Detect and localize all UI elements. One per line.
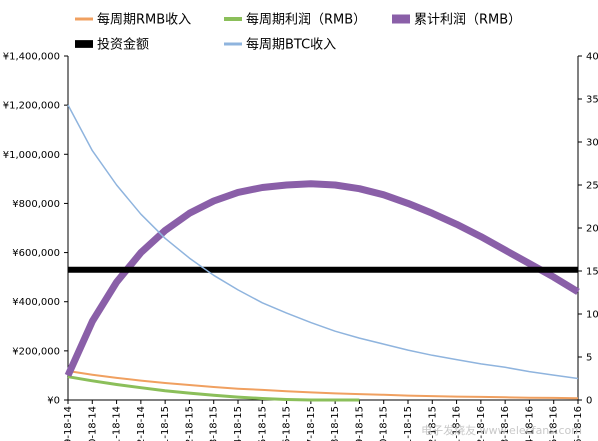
x-tick-label: 03-18-16 (500, 406, 511, 441)
y-left-tick-label: ¥400,000 (12, 297, 60, 308)
y-left-tick-label: ¥200,000 (12, 346, 60, 357)
x-tick-label: 07-18-15 (306, 406, 317, 441)
plot-area (64, 104, 580, 402)
y-right-tick-label: 25 (586, 181, 598, 192)
legend-label-0: 每周期RMB收入 (97, 12, 191, 28)
x-tick-label: 06-18-16 (573, 406, 584, 441)
x-tick-label: 03-18-15 (209, 406, 220, 441)
axes: ¥0 ¥200,000 ¥400,000 ¥600,000 ¥800,000 ¥1,000… (3, 52, 598, 441)
y-right-tick-label: 0 (586, 396, 592, 407)
y-left-tick-label: ¥1,000,000 (3, 150, 60, 161)
x-tick-label: 09-18-15 (354, 406, 365, 441)
series-line-1 (67, 375, 360, 402)
x-tick-label: 11-18-15 (403, 406, 414, 441)
x-tick-label: 10-18-14 (87, 406, 98, 441)
y-right-tick-label: 10 (586, 310, 598, 321)
y-right-tick-label: 30 (586, 138, 598, 149)
y-right-tick-label: 20 (586, 224, 598, 235)
x-tick-label: 01-18-16 (452, 406, 463, 441)
x-tick-label: 06-18-15 (282, 406, 293, 441)
x-tick-label: 05-18-15 (257, 406, 268, 441)
x-tick-label: 01-18-15 (160, 406, 171, 441)
series-line-2 (64, 180, 580, 377)
legend-label-1: 每周期利润（RMB） (246, 12, 366, 28)
x-tick-label: 05-18-16 (549, 406, 560, 441)
legend: 每周期RMB收入 每周期利润（RMB） 累计利润（RMB） 投资金额 每周期BTC收入 (75, 12, 521, 53)
y-left-tick-label: ¥800,000 (12, 199, 60, 210)
y-right-tick-label: 5 (586, 353, 592, 364)
watermark-text: 电子发烧友 www.elecfans.com (421, 423, 582, 437)
x-tick-label: 12-18-14 (136, 406, 147, 441)
y-left-tick-label: ¥0 (47, 396, 60, 407)
x-tick-label: 11-18-14 (112, 406, 123, 441)
legend-label-2: 累计利润（RMB） (414, 13, 521, 28)
x-tick-label: 02-18-16 (476, 406, 487, 441)
x-tick-label: 10-18-15 (379, 406, 390, 441)
legend-label-4: 每周期BTC收入 (246, 37, 336, 53)
x-tick-label: 08-18-15 (330, 406, 341, 441)
x-tick-label: 02-18-15 (184, 406, 195, 441)
y-right-tick-label: 35 (586, 95, 598, 106)
y-right-tick-label: 15 (586, 267, 598, 278)
x-tick-label: 04-18-16 (524, 406, 535, 441)
series-line-0 (67, 370, 579, 400)
y-left-tick-label: ¥600,000 (12, 248, 60, 259)
x-tick-label: 04-18-15 (233, 406, 244, 441)
y-left-tick-label: ¥1,400,000 (3, 52, 60, 63)
legend-label-3: 投资金额 (97, 37, 149, 53)
x-tick-label: 12-18-15 (427, 406, 438, 441)
watermark-group: 电子发烧友 www.elecfans.com (421, 423, 582, 437)
series-line-4 (67, 104, 579, 380)
y-right-tick-label: 40 (586, 52, 598, 63)
x-tick-label: 09-18-14 (63, 406, 74, 441)
y-left-tick-label: ¥1,200,000 (3, 101, 60, 112)
